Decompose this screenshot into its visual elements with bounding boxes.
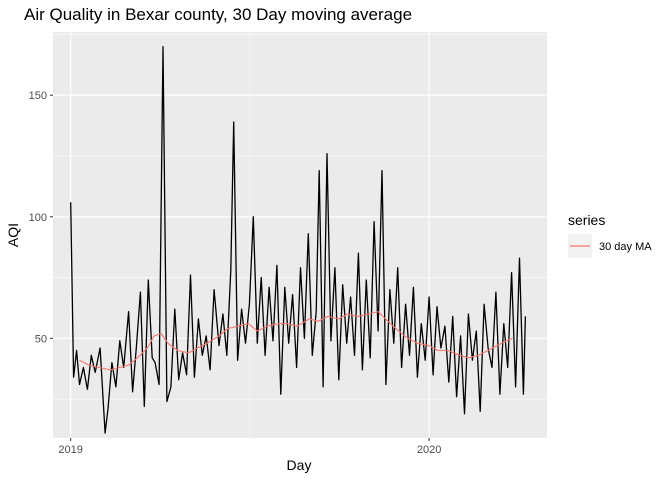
legend-title: series bbox=[568, 212, 605, 228]
axis-ticks bbox=[50, 94, 430, 441]
y-tick-label: 150 bbox=[29, 90, 47, 102]
legend: series 30 day MA bbox=[568, 212, 652, 258]
legend-label-30-day-ma: 30 day MA bbox=[599, 241, 652, 253]
series-line-daily-aqi bbox=[70, 45, 527, 434]
y-axis-title: AQI bbox=[5, 223, 21, 247]
plot-panel bbox=[53, 32, 547, 438]
series-layer bbox=[70, 45, 527, 434]
x-axis-title: Day bbox=[287, 457, 312, 473]
axis-tick-labels: 2019 2020 50 100 150 bbox=[29, 90, 442, 456]
y-tick-label: 50 bbox=[35, 333, 47, 345]
series-line-30-day-ma bbox=[79, 311, 513, 371]
x-tick-label: 2019 bbox=[58, 444, 82, 456]
y-tick-label: 100 bbox=[29, 212, 47, 224]
chart-title: Air Quality in Bexar county, 30 Day movi… bbox=[24, 5, 412, 24]
x-tick-label: 2020 bbox=[417, 444, 441, 456]
